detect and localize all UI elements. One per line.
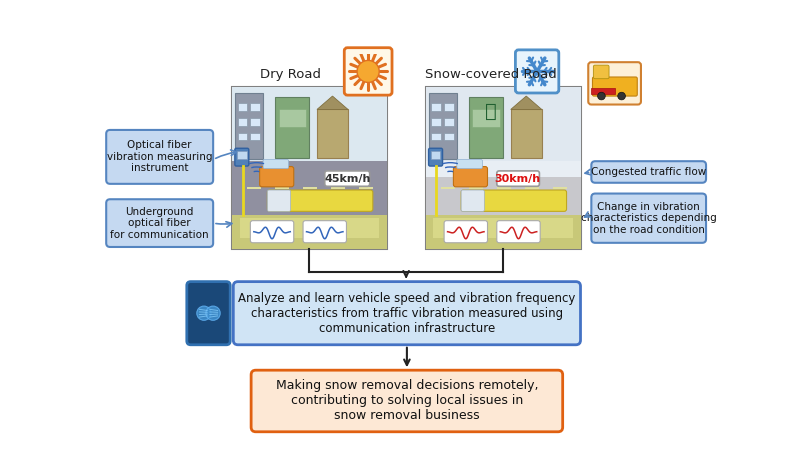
Bar [429,93,457,159]
Bar [238,118,247,126]
Bar [359,187,373,189]
FancyBboxPatch shape [267,190,373,212]
Bar [431,118,441,126]
Bar [441,187,455,189]
FancyBboxPatch shape [106,130,213,184]
Bar [303,187,317,189]
Bar [250,103,260,111]
Circle shape [357,60,379,83]
Bar [444,118,454,126]
Bar [444,103,454,111]
Circle shape [598,92,606,100]
FancyBboxPatch shape [234,281,581,345]
Text: Underground
optical fiber
for communication: Underground optical fiber for communicat… [110,207,209,240]
Bar [331,187,345,189]
Polygon shape [510,96,542,109]
Bar [317,109,348,158]
FancyBboxPatch shape [591,193,706,243]
Bar [239,218,379,238]
Circle shape [618,92,626,100]
Text: Congested traffic flow: Congested traffic flow [591,167,706,177]
Bar [247,187,261,189]
Bar [525,187,538,189]
FancyBboxPatch shape [497,171,539,186]
Bar [469,187,483,189]
Text: 45km/h: 45km/h [324,173,370,183]
Bar [426,215,581,248]
Bar [275,187,289,189]
FancyBboxPatch shape [461,190,566,212]
Text: Change in vibration
characteristics depending
on the road condition: Change in vibration characteristics depe… [581,202,717,235]
Bar [469,97,503,158]
FancyBboxPatch shape [429,148,442,166]
FancyBboxPatch shape [461,190,484,212]
Bar [250,118,260,126]
Text: Making snow removal decisions remotely,
contributing to solving local issues in
: Making snow removal decisions remotely, … [276,380,538,423]
FancyBboxPatch shape [106,199,213,247]
Bar [232,87,386,161]
Bar [430,151,441,159]
FancyBboxPatch shape [593,77,638,96]
Text: 30km/h: 30km/h [494,173,541,183]
Bar [497,187,510,189]
Bar [275,97,310,158]
Bar [232,161,386,215]
Bar [232,87,386,248]
FancyBboxPatch shape [515,50,558,93]
FancyBboxPatch shape [591,161,706,183]
FancyBboxPatch shape [497,221,540,243]
FancyBboxPatch shape [251,370,562,432]
Bar [250,133,260,140]
FancyBboxPatch shape [444,221,487,243]
FancyBboxPatch shape [594,65,609,79]
Bar [235,93,262,159]
Polygon shape [317,96,348,109]
Circle shape [197,306,211,321]
Bar [426,161,581,215]
Text: Analyze and learn vehicle speed and vibration frequency
characteristics from tra: Analyze and learn vehicle speed and vibr… [238,292,575,335]
Bar [444,133,454,140]
Bar [472,109,499,127]
FancyBboxPatch shape [187,281,230,345]
Bar [434,218,573,238]
Text: ⛷: ⛷ [485,102,497,121]
Bar [431,103,441,111]
Bar [426,161,581,177]
Bar [510,109,542,158]
Bar [238,133,247,140]
FancyBboxPatch shape [325,171,370,186]
Bar [237,151,246,159]
FancyBboxPatch shape [454,167,487,187]
Text: Optical fiber
vibration measuring
instrument: Optical fiber vibration measuring instru… [107,140,213,173]
Circle shape [206,306,220,321]
Text: Dry Road: Dry Road [260,68,321,81]
FancyBboxPatch shape [303,221,346,243]
FancyBboxPatch shape [457,159,482,168]
FancyBboxPatch shape [588,62,641,104]
Bar [238,103,247,111]
Bar [232,215,386,248]
Bar [431,133,441,140]
FancyBboxPatch shape [267,190,290,212]
Bar [426,87,581,248]
Bar [278,109,306,127]
Bar [591,89,614,94]
Bar [553,187,566,189]
FancyBboxPatch shape [260,167,294,187]
Text: Snow-covered Road: Snow-covered Road [425,68,557,81]
Bar [426,87,581,161]
FancyBboxPatch shape [344,48,392,95]
FancyBboxPatch shape [235,148,249,166]
FancyBboxPatch shape [263,159,289,168]
FancyBboxPatch shape [250,221,294,243]
